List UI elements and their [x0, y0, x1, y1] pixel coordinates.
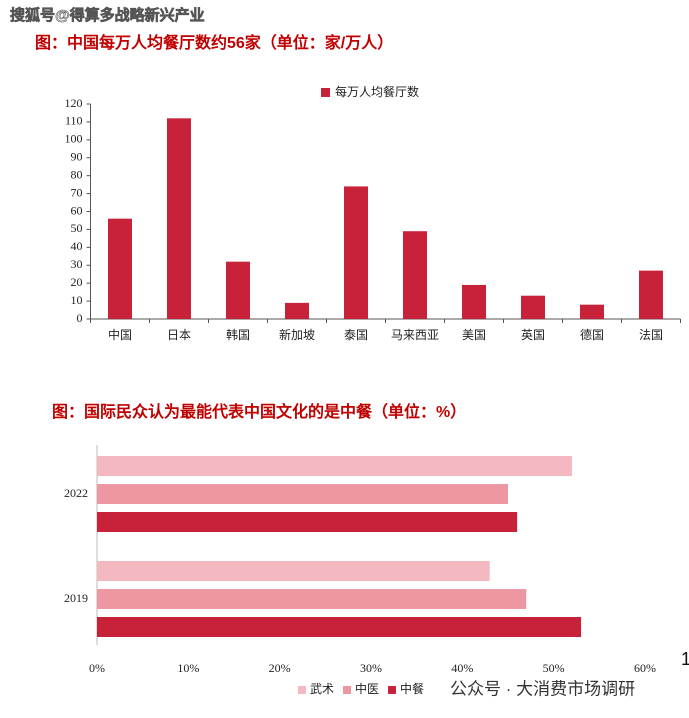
legend-swatch — [321, 88, 330, 97]
y-tick-label: 0 — [77, 311, 83, 325]
y-tick-label: 20 — [71, 275, 83, 289]
x-tick-label: 30% — [360, 661, 382, 675]
x-tick-label: 泰国 — [344, 328, 368, 342]
bar — [97, 484, 508, 504]
bar — [403, 231, 427, 319]
y-tick-label: 100 — [65, 132, 83, 146]
bar — [97, 456, 572, 476]
legend-label: 中医 — [355, 681, 379, 696]
bar — [167, 118, 191, 319]
x-tick-label: 英国 — [521, 328, 545, 342]
x-tick-label: 50% — [543, 661, 565, 675]
y-tick-label: 50 — [71, 221, 83, 235]
chart-title: 图：中国每万人均餐厅数约56家（单位：家/万人） — [35, 33, 393, 52]
y-tick-label: 40 — [71, 239, 83, 253]
legend-swatch — [298, 686, 306, 694]
legend-label: 武术 — [310, 682, 334, 696]
y-tick-label: 60 — [71, 203, 83, 217]
chart-title: 图：国际民众认为最能代表中国文化的是中餐（单位：%） — [52, 402, 466, 421]
page-number: 1 — [681, 649, 689, 669]
bar — [97, 512, 518, 532]
x-tick-label: 40% — [451, 661, 473, 675]
bar — [521, 295, 545, 319]
legend-swatch — [388, 686, 396, 694]
legend-swatch — [343, 686, 351, 694]
bar — [344, 186, 368, 319]
y-tick-label: 2019 — [64, 591, 88, 605]
footer-watermark: 公众号 · 大消费市场调研 — [450, 679, 635, 698]
bar — [97, 561, 490, 581]
x-tick-label: 韩国 — [226, 327, 250, 342]
x-tick-label: 新加坡 — [279, 327, 315, 342]
y-tick-label: 70 — [71, 185, 83, 199]
y-tick-label: 90 — [71, 150, 83, 164]
bar — [226, 261, 250, 319]
x-tick-label: 0% — [89, 661, 105, 675]
legend-label: 每万人均餐厅数 — [335, 84, 419, 99]
x-tick-label: 60% — [634, 661, 656, 675]
x-tick-label: 德国 — [580, 327, 604, 342]
y-tick-label: 110 — [65, 114, 83, 128]
y-tick-label: 2022 — [64, 486, 88, 500]
y-tick-label: 120 — [65, 96, 83, 110]
bar — [97, 589, 527, 609]
x-tick-label: 马来西亚 — [391, 328, 439, 342]
bar — [97, 617, 582, 637]
legend-label: 中餐 — [400, 681, 424, 696]
x-tick-label: 法国 — [639, 328, 663, 342]
bar — [462, 284, 486, 319]
x-tick-label: 20% — [269, 661, 291, 675]
bar — [285, 302, 309, 319]
bar — [108, 218, 132, 319]
x-tick-label: 日本 — [167, 328, 191, 342]
y-tick-label: 30 — [71, 257, 83, 271]
bar — [580, 304, 604, 319]
x-tick-label: 10% — [177, 661, 199, 675]
bar — [639, 270, 663, 319]
y-tick-label: 10 — [71, 293, 83, 307]
y-tick-label: 80 — [71, 167, 83, 181]
x-tick-label: 美国 — [462, 328, 486, 342]
x-tick-label: 中国 — [108, 327, 132, 342]
header-watermark: 搜狐号@得算多战略新兴产业 — [10, 6, 205, 24]
